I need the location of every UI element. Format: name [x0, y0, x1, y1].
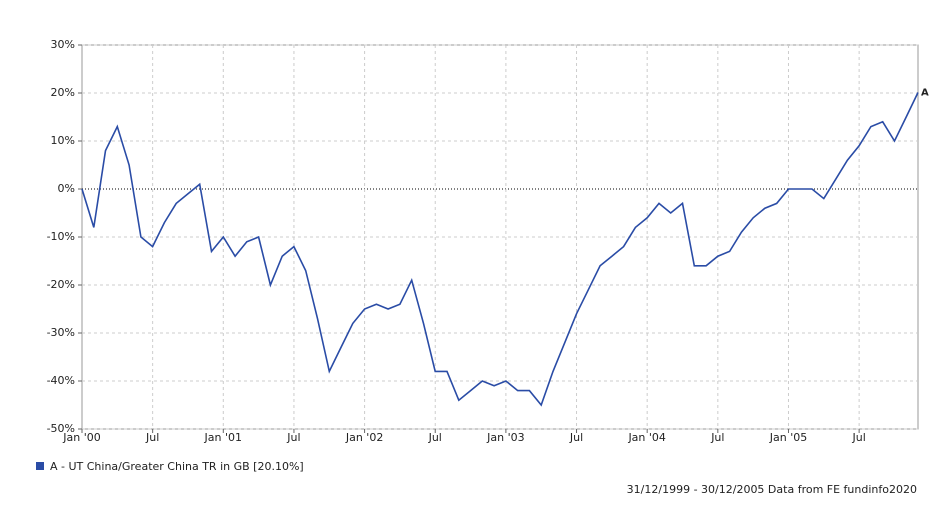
x-tick-label: Jul [428, 431, 442, 444]
legend-swatch [36, 462, 44, 470]
x-tick-label: Jan '04 [627, 431, 665, 444]
y-tick-label: -50% [47, 422, 75, 435]
footer: 31/12/1999 - 30/12/2005 Data from FE fun… [627, 483, 917, 496]
x-tick-label: Jan '00 [62, 431, 100, 444]
series-line [81, 92, 919, 407]
x-tick-label: Jul [710, 431, 724, 444]
y-tick-label: 10% [51, 134, 75, 147]
x-tick-label: Jan '02 [345, 431, 383, 444]
y-tick-label: -20% [47, 278, 75, 291]
x-tick-label: Jan '01 [204, 431, 242, 444]
x-tick-label: Jul [569, 431, 583, 444]
y-tick-label: 30% [51, 38, 75, 51]
x-tick-label: Jul [286, 431, 300, 444]
x-tick-label: Jul [145, 431, 159, 444]
y-tick-label: -30% [47, 326, 75, 339]
x-tick-label: Jul [851, 431, 865, 444]
y-tick-label: -10% [47, 230, 75, 243]
x-tick-label: Jan '03 [486, 431, 524, 444]
y-tick-label: 0% [58, 182, 75, 195]
y-tick-label: 20% [51, 86, 75, 99]
legend-label: A - UT China/Greater China TR in GB [20.… [50, 460, 304, 473]
y-tick-label: -40% [47, 374, 75, 387]
x-tick-label: Jan '05 [769, 431, 807, 444]
end-label: A [921, 88, 929, 99]
